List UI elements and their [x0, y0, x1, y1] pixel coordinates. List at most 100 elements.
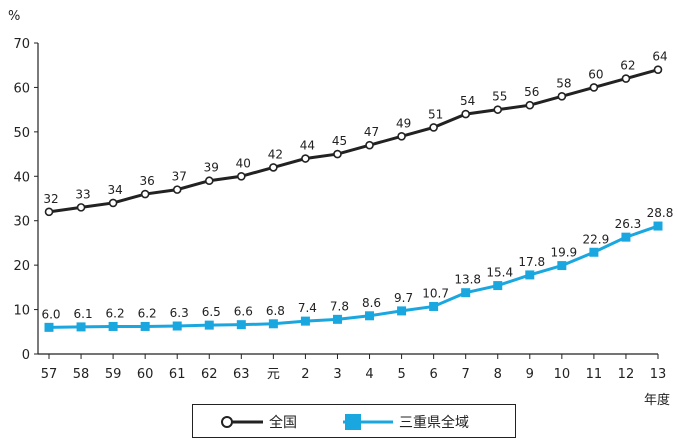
data-point — [653, 65, 663, 74]
y-axis-label: % — [8, 9, 20, 24]
data-label: 34 — [107, 183, 122, 197]
data-label: 19.9 — [550, 246, 577, 260]
x-tick-label: 4 — [365, 367, 373, 382]
data-point — [332, 314, 342, 324]
data-label: 7.4 — [298, 301, 317, 315]
data-point — [268, 319, 278, 329]
data-label: 6.6 — [234, 305, 253, 319]
data-point — [653, 221, 663, 231]
legend-markers — [221, 414, 393, 430]
x-tick-label: 6 — [429, 367, 437, 382]
x-tick-label: 3 — [333, 367, 341, 382]
x-tick-label: 7 — [462, 367, 470, 382]
y-tick-label: 40 — [13, 170, 30, 185]
data-label: 8.6 — [362, 296, 381, 310]
data-point — [525, 100, 535, 110]
legend-series-1-label: 全国 — [269, 415, 297, 431]
data-point — [204, 176, 214, 186]
x-tick-label: 63 — [233, 367, 250, 382]
data-point — [140, 321, 150, 331]
x-tick-label: 57 — [41, 367, 58, 382]
y-tick-label: 30 — [13, 215, 30, 230]
data-point — [557, 92, 567, 101]
data-label: 54 — [460, 94, 475, 108]
data-point — [333, 149, 342, 159]
data-label: 45 — [332, 134, 347, 148]
data-point — [269, 163, 278, 172]
x-tick-label: 60 — [137, 367, 154, 382]
data-label: 58 — [556, 76, 571, 90]
data-point — [525, 270, 535, 280]
data-label: 17.8 — [518, 255, 545, 269]
y-tick-label: 20 — [13, 259, 30, 274]
data-label: 55 — [492, 90, 507, 104]
y-tick-label: 70 — [13, 37, 30, 52]
legend-series-1-marker — [221, 416, 233, 428]
series-group: 32 33 34 36 37 39 40 42 44 45 47 49 51 54 55 56 58 60 62 64… — [41, 50, 673, 332]
data-label: 6.1 — [74, 307, 93, 321]
x-tick-label: 62 — [201, 367, 218, 382]
y-tick-label: 50 — [13, 126, 30, 141]
x-tick-label: 12 — [618, 367, 635, 382]
x-axis-ticks: 57 58 59 60 61 62 63 元 2 3 4 5 6 7 8 9 10 11 12 13 — [41, 354, 667, 382]
data-label: 37 — [172, 170, 187, 184]
data-label: 22.9 — [583, 232, 610, 246]
x-tick-label: 10 — [554, 367, 571, 382]
data-point — [429, 301, 439, 311]
data-point — [108, 321, 118, 331]
data-point — [76, 322, 86, 332]
data-point — [172, 321, 182, 331]
data-label: 60 — [588, 67, 603, 81]
data-point — [461, 109, 470, 119]
data-label: 44 — [300, 139, 315, 153]
x-tick-label: 2 — [301, 367, 309, 382]
x-tick-label: 11 — [586, 367, 603, 382]
data-point — [301, 154, 310, 163]
data-label: 6.8 — [266, 304, 285, 318]
data-label: 39 — [204, 161, 219, 175]
data-label: 64 — [652, 50, 667, 64]
data-label: 6.5 — [202, 305, 221, 319]
series-1: 32 33 34 36 37 39 40 42 44 45 47 49 51 54 55 56 58 60 62 64 — [43, 50, 668, 217]
data-point — [108, 198, 118, 208]
data-point — [621, 74, 631, 83]
data-point — [589, 247, 599, 257]
data-label: 62 — [620, 59, 635, 73]
x-tick-label: 元 — [267, 367, 280, 382]
data-label: 32 — [43, 192, 58, 206]
data-label: 7.8 — [330, 299, 349, 313]
data-point — [76, 203, 86, 212]
data-point — [397, 306, 407, 316]
data-point — [172, 185, 182, 194]
data-label: 42 — [268, 147, 283, 161]
data-label: 28.8 — [647, 206, 674, 220]
data-label: 6.3 — [170, 306, 189, 320]
data-point — [397, 132, 406, 141]
data-label: 40 — [236, 156, 251, 170]
x-tick-label: 61 — [169, 367, 186, 382]
data-point — [236, 320, 246, 330]
y-tick-label: 0 — [22, 348, 30, 363]
data-label: 49 — [396, 116, 411, 130]
x-tick-label: 13 — [650, 367, 667, 382]
series-line — [48, 68, 659, 214]
data-point — [237, 171, 246, 181]
data-point — [300, 316, 310, 326]
x-tick-label: 5 — [397, 367, 405, 382]
data-label: 56 — [524, 85, 539, 99]
data-label: 6.2 — [106, 306, 125, 320]
data-point — [589, 83, 599, 92]
legend-series-2-label: 三重県全域 — [399, 415, 469, 431]
data-point — [140, 189, 150, 199]
data-point — [461, 288, 471, 298]
data-label: 15.4 — [486, 266, 513, 280]
data-point — [365, 311, 375, 321]
data-label: 33 — [75, 187, 90, 201]
data-point — [557, 261, 567, 271]
data-label: 36 — [140, 174, 155, 188]
y-tick-label: 60 — [13, 81, 30, 96]
x-tick-label: 9 — [526, 367, 534, 382]
legend: 全国 三重県全域 — [192, 404, 516, 438]
legend-series-2-marker — [345, 414, 361, 430]
